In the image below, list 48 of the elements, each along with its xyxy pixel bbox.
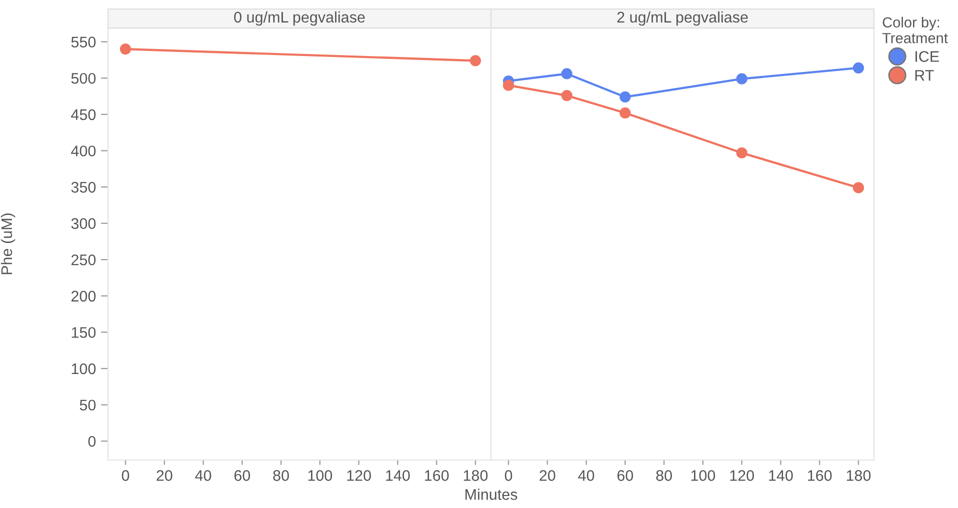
x-tick-label: 120 — [347, 470, 371, 481]
point — [736, 73, 748, 84]
x-tick-label: 40 — [578, 470, 594, 481]
legend-label: RT — [915, 70, 934, 81]
x-tick-label: 20 — [540, 470, 556, 481]
y-tick-label: 50 — [80, 400, 96, 411]
legend-title: Color by: Treatment — [882, 16, 948, 44]
y-tick-label: 100 — [72, 363, 96, 374]
x-tick-label: 80 — [656, 470, 672, 481]
y-axis-title: Phe (uM) — [0, 214, 16, 274]
x-tick-label: 140 — [386, 470, 410, 481]
point — [561, 68, 572, 80]
x-tick-label: 140 — [769, 470, 793, 481]
y-tick-label: 250 — [71, 254, 96, 266]
x-tick-label: 60 — [234, 470, 250, 481]
point — [620, 107, 631, 119]
point — [502, 80, 514, 91]
y-tick-label: 500 — [71, 72, 96, 84]
y-tick-label: 450 — [71, 109, 96, 120]
x-tick-label: 40 — [195, 470, 212, 481]
y-tick-label: 200 — [71, 290, 96, 302]
x-tick-label: 120 — [730, 470, 754, 481]
x-tick-label: 20 — [156, 470, 172, 481]
point — [852, 62, 864, 74]
x-tick-label: 180 — [846, 470, 871, 481]
x-tick-label: 180 — [464, 470, 488, 481]
x-tick-label: 0 — [122, 470, 130, 481]
x-tick-label: 100 — [691, 470, 716, 481]
chart-title: 0 ug/mL pegvaliase — [234, 11, 365, 26]
y-tick-label: 550 — [71, 36, 96, 48]
y-tick-label: 350 — [71, 182, 96, 193]
y-tick-label: 0 — [88, 436, 96, 447]
point — [620, 91, 631, 103]
x-tick-label: 0 — [504, 470, 512, 481]
x-tick-label: 160 — [808, 470, 832, 481]
legend-label: ICE — [916, 51, 939, 62]
y-tick-label: 300 — [71, 218, 96, 229]
point — [736, 147, 748, 158]
x-axis-title: Minutes — [466, 488, 518, 500]
x-tick-label: 100 — [308, 470, 332, 481]
x-tick-label: 160 — [424, 470, 449, 481]
chart-title: 2 ug/mL pegvaliase — [617, 11, 748, 26]
y-tick-label: 150 — [72, 327, 96, 338]
x-tick-label: 80 — [273, 470, 289, 481]
x-tick-label: 60 — [617, 470, 634, 481]
point — [852, 182, 864, 194]
y-tick-label: 400 — [71, 146, 96, 156]
point — [561, 90, 572, 102]
